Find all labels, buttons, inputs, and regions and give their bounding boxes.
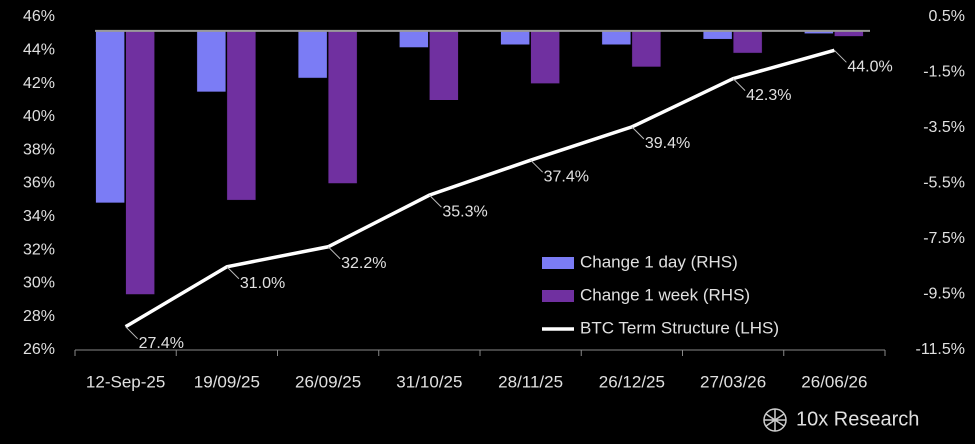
data-label: 44.0% [847, 59, 892, 76]
y-tick-label: 30% [23, 275, 55, 292]
bar [327, 30, 358, 184]
bar [702, 30, 733, 40]
bar [732, 30, 763, 54]
y-tick-label: 36% [23, 175, 55, 192]
y2-tick-label: -5.5% [923, 175, 965, 192]
label-leader [327, 246, 341, 260]
data-label: 32.2% [341, 255, 386, 272]
x-tick-label: 19/09/25 [194, 372, 260, 391]
data-label: 27.4% [139, 335, 184, 352]
label-leader [732, 78, 746, 91]
x-tick-label: 31/10/25 [396, 372, 462, 391]
y-tick-label: 26% [23, 341, 55, 358]
legend-swatch [542, 257, 574, 269]
bar [196, 30, 227, 93]
label-leader [530, 159, 543, 173]
y-tick-label: 34% [23, 208, 55, 225]
label-leader [125, 326, 138, 340]
legend-label: BTC Term Structure (LHS) [580, 318, 779, 337]
y-tick-label: 40% [23, 108, 55, 125]
y-tick-label: 38% [23, 141, 55, 158]
bar [95, 30, 125, 204]
line [124, 48, 835, 329]
data-label: 37.4% [544, 168, 589, 185]
data-label: 39.4% [645, 135, 690, 152]
watermark-logo [763, 408, 787, 432]
y2-tick-label: -3.5% [923, 119, 965, 136]
watermark: 10x Research [796, 408, 919, 430]
legend-label: Change 1 week (RHS) [580, 285, 750, 304]
bar [631, 30, 662, 68]
x-tick-label: 26/12/25 [599, 372, 665, 391]
y2-tick-label: -7.5% [923, 230, 965, 247]
bar [399, 30, 429, 48]
legend-label: Change 1 day (RHS) [580, 252, 738, 271]
data-label: 31.0% [240, 275, 285, 292]
bar [226, 30, 257, 201]
bar [601, 30, 632, 45]
y2-tick-label: -11.5% [915, 341, 965, 358]
y-tick-label: 42% [23, 75, 55, 92]
bar [530, 30, 560, 84]
label-leader [834, 49, 847, 63]
bar [500, 30, 530, 45]
y2-tick-label: 0.5% [929, 8, 965, 25]
label-leader [429, 194, 442, 208]
x-tick-label: 26/09/25 [295, 372, 361, 391]
y2-tick-label: -1.5% [923, 64, 965, 81]
data-label: 42.3% [746, 87, 791, 104]
label-leader [631, 126, 645, 140]
bar [125, 30, 155, 295]
y-tick-label: 44% [23, 42, 55, 59]
label-leader [226, 266, 240, 280]
y-tick-label: 32% [23, 241, 55, 258]
y2-tick-label: -9.5% [923, 286, 965, 303]
bar [429, 30, 459, 101]
x-tick-label: 28/11/25 [498, 372, 563, 391]
x-tick-label: 12-Sep-25 [86, 372, 165, 391]
bar [297, 30, 328, 79]
y-tick-label: 46% [23, 8, 55, 25]
y-tick-label: 28% [23, 308, 55, 325]
x-tick-label: 26/06/26 [801, 372, 867, 391]
legend-swatch [542, 290, 574, 302]
x-tick-label: 27/03/26 [700, 372, 766, 391]
data-label: 35.3% [442, 203, 487, 220]
